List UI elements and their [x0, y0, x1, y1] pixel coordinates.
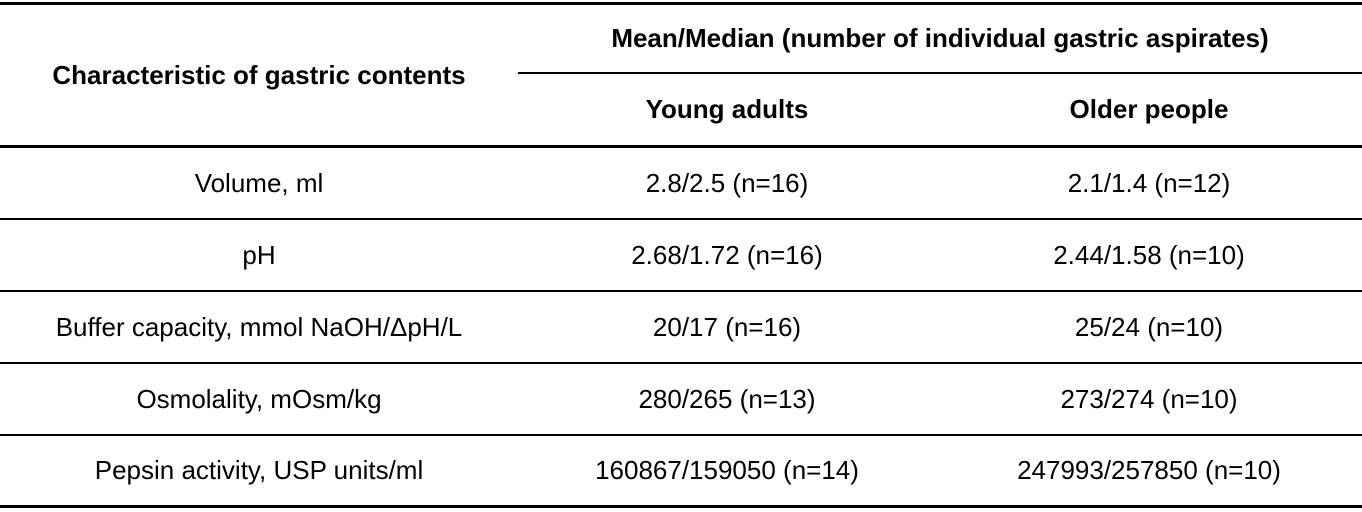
- table-top-rule: [0, 2, 1362, 5]
- row-divider: [0, 218, 1362, 220]
- row-osmolality-young: 280/265 (n=13): [638, 383, 816, 414]
- header-bottom-rule: [0, 145, 1362, 148]
- row-volume-young: 2.8/2.5 (n=16): [645, 167, 809, 198]
- row-pepsin-young: 160867/159050 (n=14): [595, 455, 859, 485]
- header-group: Mean/Median (number of individual gastri…: [611, 23, 1269, 53]
- row-volume-label: Volume, ml: [194, 167, 324, 198]
- row-pepsin-older: 247993/257850 (n=10): [1017, 455, 1281, 485]
- row-pepsin-label: Pepsin activity, USP units/ml: [94, 455, 424, 485]
- row-buffer-label: Buffer capacity, mmol NaOH/ΔpH/L: [55, 311, 463, 342]
- row-buffer-young: 20/17 (n=16): [652, 311, 802, 342]
- row-osmolality-label: Osmolality, mOsm/kg: [136, 383, 382, 414]
- header-group-rule: [518, 72, 1362, 74]
- header-young-adults: Young adults: [645, 94, 809, 124]
- row-ph-older: 2.44/1.58 (n=10): [1053, 239, 1245, 270]
- row-divider: [0, 434, 1362, 436]
- row-divider: [0, 362, 1362, 364]
- table-bottom-rule: [0, 505, 1362, 508]
- row-osmolality-older: 273/274 (n=10): [1060, 383, 1238, 414]
- row-ph-label: pH: [242, 239, 276, 270]
- row-buffer-older: 25/24 (n=10): [1074, 311, 1224, 342]
- header-older-people: Older people: [1069, 94, 1229, 124]
- row-ph-young: 2.68/1.72 (n=16): [631, 239, 823, 270]
- row-divider: [0, 290, 1362, 292]
- row-volume-older: 2.1/1.4 (n=12): [1067, 167, 1231, 198]
- header-characteristic: Characteristic of gastric contents: [52, 59, 466, 90]
